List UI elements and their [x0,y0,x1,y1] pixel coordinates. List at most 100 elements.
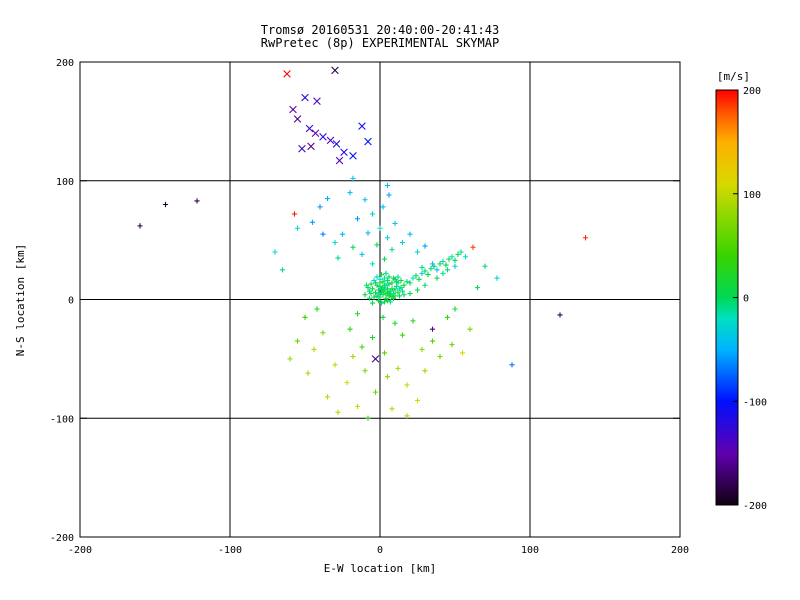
scatter-point [386,281,392,287]
scatter-point [313,97,321,105]
scatter-point [410,275,416,281]
scatter-point [392,293,398,299]
scatter-point [407,290,413,297]
scatter-point [422,243,428,249]
scatter-point [416,276,422,282]
scatter-point [384,277,391,284]
scatter-point [474,285,481,291]
scatter-point [434,267,440,273]
scatter-point [302,314,308,320]
scatter-point [386,192,392,198]
scatter-point [371,355,380,363]
scatter-point [422,368,428,374]
scatter-point [410,318,416,324]
scatter-point [372,289,379,295]
scatter-point [386,274,392,280]
scatter-point [380,279,386,285]
scatter-point [582,235,589,241]
colorbar-ticks-layer: 200 100 0 -100 -200 [733,86,767,512]
scatter-point [419,264,425,271]
scatter-point [414,397,421,404]
scatter-point [395,365,401,371]
scatter-point [384,235,391,241]
scatter-point [311,129,320,138]
scatter-point [413,273,419,279]
scatter-point [378,286,385,292]
scatter-point [404,413,410,419]
scatter-point [398,277,404,284]
scatter-point [362,292,368,298]
scatter-point [289,105,297,114]
scatter-point [428,266,434,272]
colorbar-tick-label: 200 [743,86,761,97]
scatter-point [335,409,341,415]
scatter-point [350,244,356,250]
scatter-point [389,280,395,286]
scatter-point [319,133,327,141]
scatter-point [364,137,372,146]
scatter-point [320,330,326,336]
scatter-point [377,294,383,300]
scatter-point [395,274,401,280]
y-tick-label: 200 [56,58,74,69]
scatter-point [459,350,466,356]
axis-ticks-layer: -200 -100 0 100 200 -200 -100 0 100 200 [50,58,689,556]
scatter-point [389,406,395,412]
scatter-point [387,299,394,305]
scatter-point [314,306,320,312]
scatter-point [389,286,395,292]
scatter-point [381,350,388,356]
x-tick-label: -100 [218,545,242,556]
scatter-point [377,280,383,286]
scatter-point [350,353,356,360]
scatter-point [324,195,331,202]
scatter-point [419,270,425,276]
scatter-point [449,254,455,260]
scatter-point [307,142,315,151]
scatter-point [378,271,385,278]
scatter-point [422,268,428,274]
scatter-point [392,287,398,293]
scatter-point [446,256,452,262]
scatter-point [383,290,389,297]
scatter-point [429,261,436,267]
scatter-point [331,66,339,75]
scatter-point [359,251,365,257]
scatter-point [294,225,301,231]
y-axis-label: N-S location [km] [14,244,27,357]
scatter-point [393,279,400,285]
scatter-point [414,287,421,293]
scatter-point [335,156,344,165]
colorbar-tick-label: 0 [743,294,749,305]
scatter-point [363,282,370,288]
scatter-point [452,257,458,263]
scatter-point [354,216,361,222]
scatter-point [386,289,392,295]
scatter-point [272,249,278,255]
scatter-point [294,338,301,344]
scatter-point [404,382,410,388]
y-tick-label: -200 [50,533,74,544]
colorbar-label: [m/s] [717,70,750,83]
scatter-point [326,136,335,145]
scatter-point [401,282,407,288]
scatter-point [339,231,346,237]
scatter-point [393,283,400,290]
scatter-point [320,231,326,237]
scatter-point [429,326,436,332]
scatter-point [384,286,391,292]
scatter-point [324,394,331,400]
scatter-point [384,374,391,380]
x-tick-label: 100 [521,545,539,556]
colorbar-tick-label: -200 [743,501,767,512]
scatter-point [366,288,373,294]
scatter-point [359,344,365,350]
scatter-point [458,249,464,255]
scatter-point [389,294,395,300]
scatter-point [399,288,406,294]
scatter-point [399,239,406,246]
scatter-point [437,261,443,267]
scatter-point [374,242,380,248]
